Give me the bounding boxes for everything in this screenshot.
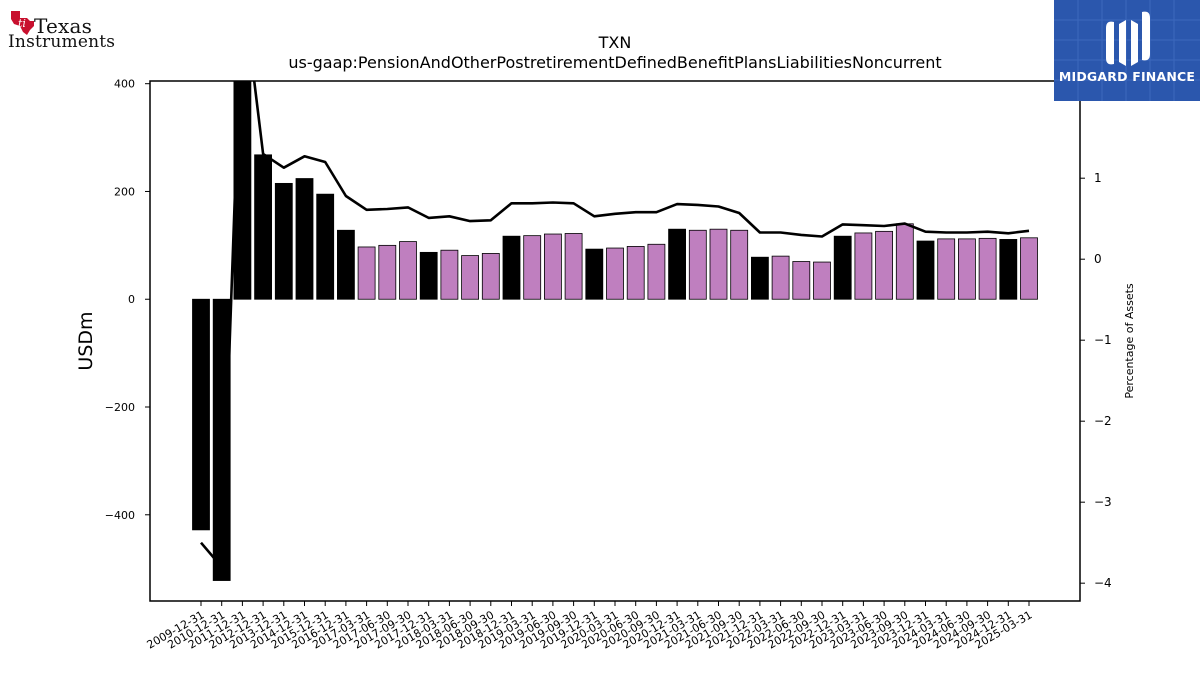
- bar-2023-06-30: [875, 230, 893, 300]
- midgard-logo-text: MIDGARD FINANCE: [1058, 69, 1196, 84]
- bar-2021-06-30: [709, 228, 728, 300]
- y2-tick-label: −1: [1094, 333, 1112, 347]
- y-tick-label: 200: [114, 185, 135, 198]
- bar-2020-09-30: [647, 243, 666, 300]
- bar-2009-12-31: [192, 298, 210, 531]
- bar-2022-06-30: [792, 261, 811, 300]
- bar-2019-12-31: [585, 248, 604, 300]
- bar-2024-03-31: [937, 238, 956, 300]
- bar-2023-12-31: [916, 240, 935, 300]
- bar-2022-09-30: [813, 261, 831, 300]
- texas-state-icon: ti: [11, 11, 34, 35]
- bar-2020-12-31: [668, 228, 686, 300]
- bar-2019-03-31: [523, 235, 542, 300]
- y2-axis-label: Percentage of Assets: [1123, 283, 1136, 399]
- bar-2017-12-31: [419, 251, 438, 300]
- logo-line-2: Instruments: [8, 32, 116, 52]
- bar-2013-12-31: [274, 182, 293, 300]
- bar-2017-09-30: [399, 241, 417, 300]
- texas-instruments-logo: ti Texas Instruments: [8, 6, 138, 52]
- bar-2018-09-30: [481, 253, 500, 300]
- bar-2024-09-30: [978, 237, 997, 300]
- bar-2021-12-31: [751, 256, 769, 300]
- chart-title: TXN: [598, 33, 632, 52]
- bar-2019-06-30: [544, 233, 562, 300]
- midgard-finance-logo: MIDGARD FINANCE: [1054, 0, 1200, 101]
- bar-2012-12-31: [254, 154, 273, 300]
- bar-2023-03-31: [854, 232, 873, 300]
- chart-subtitle: us-gaap:PensionAndOtherPostretirementDef…: [288, 53, 942, 72]
- bar-2016-12-31: [336, 229, 355, 300]
- bar-2015-12-31: [316, 193, 335, 300]
- y-tick-label: −400: [105, 509, 135, 522]
- y2-tick-label: 1: [1094, 171, 1102, 185]
- bar-2022-12-31: [833, 235, 852, 300]
- bar-2025-03-31: [1020, 237, 1038, 300]
- y2-tick-label: −4: [1094, 576, 1112, 590]
- bar-2023-09-30: [895, 223, 914, 300]
- y-tick-label: 0: [128, 293, 135, 306]
- bar-2020-06-30: [626, 246, 645, 300]
- bar-2022-03-31: [771, 255, 790, 300]
- logo-line-1: Texas: [34, 14, 93, 38]
- bar-2018-06-30: [461, 255, 480, 300]
- bar-2019-09-30: [564, 233, 583, 300]
- bar-2024-12-31: [999, 239, 1018, 300]
- bar-2020-03-31: [606, 247, 624, 300]
- y-tick-label: −200: [105, 401, 135, 414]
- midgard-mark-icon: [1106, 11, 1150, 66]
- bar-2017-06-30: [378, 244, 397, 300]
- y-tick-label: 400: [114, 78, 135, 91]
- bar-2014-12-31: [295, 178, 314, 300]
- bar-2018-03-31: [440, 249, 459, 300]
- bar-2021-03-31: [688, 229, 707, 300]
- y2-tick-label: 0: [1094, 252, 1102, 266]
- y2-tick-label: −3: [1094, 495, 1112, 509]
- bar-2010-12-31: [212, 298, 231, 581]
- bar-2024-06-30: [958, 238, 976, 300]
- bar-2018-12-31: [502, 235, 521, 300]
- svg-text:ti: ti: [18, 17, 26, 30]
- y2-tick-label: −2: [1094, 414, 1112, 428]
- bar-2017-03-31: [357, 246, 376, 300]
- plot-frame: [149, 80, 1081, 602]
- y-axis-label: USDm: [75, 311, 97, 370]
- bar-2021-09-30: [730, 229, 749, 300]
- percentage-of-assets-line: [200, 81, 1030, 569]
